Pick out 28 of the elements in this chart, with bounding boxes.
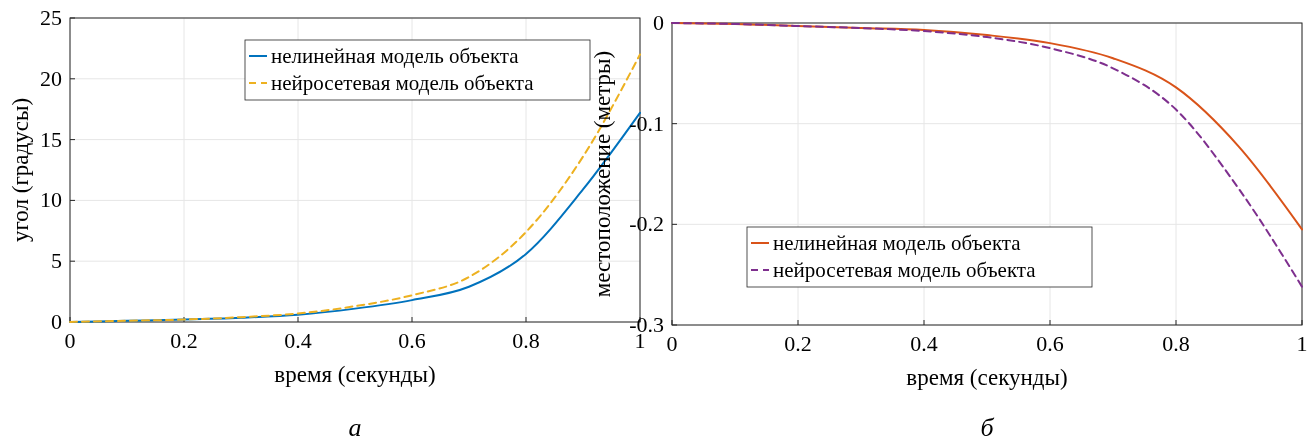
- x-tick-label: 0.8: [512, 328, 540, 353]
- x-tick-label: 0.4: [284, 328, 312, 353]
- y-tick-label: 0: [653, 10, 664, 35]
- x-axis-title: время (секунды): [906, 365, 1068, 390]
- x-tick-label: 0.2: [170, 328, 198, 353]
- y-tick-label: 10: [40, 187, 62, 213]
- legend-label: нейросетевая модель объекта: [271, 71, 535, 95]
- text: а: [348, 413, 362, 442]
- y-tick-label: 5: [51, 248, 62, 274]
- y-tick-label: 25: [40, 5, 62, 30]
- y-tick-label: 15: [40, 126, 62, 152]
- x-tick-label: 0.2: [784, 331, 812, 356]
- x-tick-label: 0.8: [1162, 331, 1190, 356]
- x-tick-label: 0.6: [398, 328, 426, 353]
- text: б: [980, 413, 995, 442]
- y-tick-label: -0.2: [629, 211, 664, 237]
- legend-label: нелинейная модель объекта: [271, 44, 520, 68]
- x-tick-label: 0.4: [910, 331, 938, 356]
- y-tick-label: 0: [51, 309, 62, 334]
- y-axis-title: угол (градусы): [8, 97, 33, 243]
- x-tick-label: 1: [1296, 331, 1308, 356]
- y-axis-title: местоположение (метры): [590, 50, 615, 298]
- legend-label: нелинейная модель объекта: [773, 231, 1022, 255]
- y-tick-label: 20: [40, 65, 62, 91]
- x-tick-label: 0.6: [1036, 331, 1064, 356]
- y-tick-label: -0.1: [629, 110, 664, 136]
- legend-label: нейросетевая модель объекта: [773, 258, 1037, 282]
- x-axis-title: время (секунды): [274, 362, 436, 387]
